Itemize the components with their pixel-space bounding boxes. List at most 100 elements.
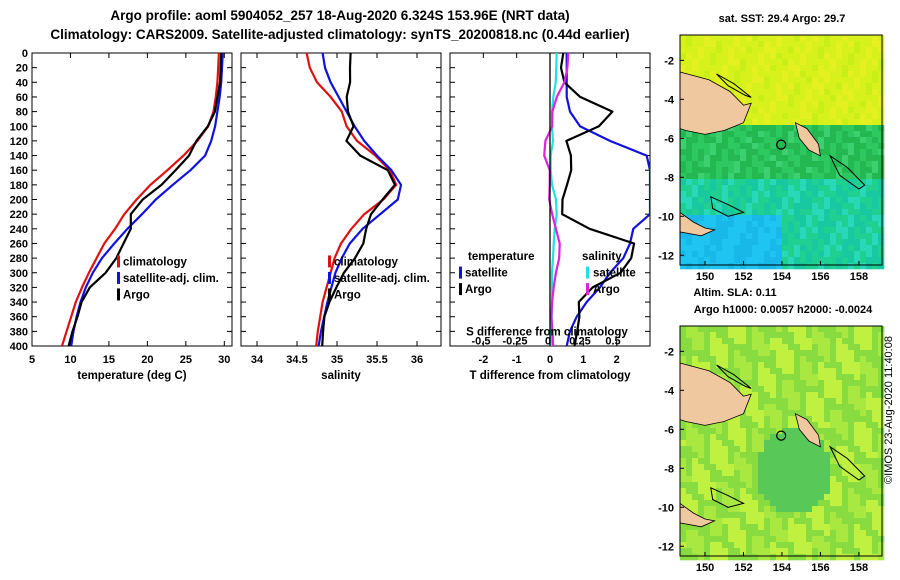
x-tick-label: -1 (512, 354, 522, 366)
series-s-argo (543, 53, 570, 346)
depth-tick-label: 200 (10, 195, 28, 207)
series-climatology (60, 53, 220, 346)
title-line-1: Argo profile: aoml 5904052_257 18-Aug-20… (110, 8, 569, 23)
depth-tick-label: 360 (10, 312, 28, 324)
legend-label: Argo (123, 289, 150, 301)
map-frame (679, 34, 883, 266)
lat-tick-label: -12 (658, 250, 674, 262)
x-axis-label: salinity (321, 370, 361, 382)
depth-tick-label: 60 (16, 92, 28, 104)
depth-tick-label: 100 (10, 121, 28, 133)
sla-map-title-1: Altim. SLA: 0.11 (693, 287, 776, 299)
legend-label: climatology (123, 256, 188, 268)
depth-tick-label: 340 (10, 297, 28, 309)
legend-swatch (459, 266, 462, 279)
depth-tick-label: 380 (10, 326, 28, 338)
x-tick-label: 10 (64, 354, 76, 366)
depth-tick-label: 40 (16, 77, 28, 89)
x-tick-label: 15 (103, 354, 115, 366)
plot-frame (31, 52, 233, 347)
argo-float-marker (776, 139, 787, 150)
title-line-2: Climatology: CARS2009. Satellite-adjuste… (50, 27, 629, 42)
lat-tick-label: -4 (664, 94, 675, 106)
depth-tick-label: 400 (10, 341, 28, 353)
legend-label: satellite-adj. clim. (123, 273, 219, 285)
sla-map-title-2: Argo h1000: 0.0057 h2000: -0.0024 (694, 304, 873, 316)
legend-swatch (586, 266, 589, 279)
x-tick-label: 34.5 (286, 354, 307, 366)
s-tick-label: 0.5 (605, 336, 620, 348)
series-argo (67, 53, 223, 346)
x-tick-label: 36 (411, 354, 423, 366)
lat-tick-label: -2 (664, 55, 674, 67)
depth-tick-label: 320 (10, 282, 28, 294)
s-tick-label: 0 (545, 336, 551, 348)
x-tick-label: 34 (251, 354, 264, 366)
depth-tick-label: 20 (16, 63, 28, 75)
legend-label: Argo (465, 284, 492, 296)
x-tick-label: 35 (331, 354, 343, 366)
map-field (680, 35, 885, 270)
legend-label: Argo (334, 289, 361, 301)
lon-tick-label: 152 (734, 271, 752, 283)
legend-swatch (117, 255, 120, 268)
depth-tick-label: 120 (10, 136, 28, 148)
lon-tick-label: 152 (734, 562, 752, 574)
x-axis-label: temperature (deg C) (77, 370, 186, 382)
lat-tick-label: -12 (658, 541, 674, 553)
s-tick-label: -0.5 (472, 336, 491, 348)
legend-label: Argo (593, 284, 620, 296)
salinity-panel: 34 34.5 35 35.5 36 salinity climatology satelli… (240, 52, 442, 382)
sla-map: 150 152 154 156 158 -2 -4 -6 -8 -10 -12 (658, 325, 885, 574)
lon-tick-label: 154 (773, 271, 792, 283)
legend-label: satellite-adj. clim. (334, 273, 430, 285)
s-tick-label: 0.25 (569, 336, 590, 348)
sst-map: 150 152 154 156 158 -2 -4 -6 -8 -10 -12 (658, 34, 885, 283)
depth-tick-label: 80 (16, 107, 28, 119)
lat-tick-label: -6 (664, 424, 674, 436)
land-mass (679, 362, 866, 528)
land-mass (679, 71, 866, 237)
x-tick-label: 0 (547, 354, 553, 366)
x-tick-label: 20 (141, 354, 153, 366)
depth-tick-label: 0 (22, 48, 28, 60)
lon-tick-label: 150 (696, 271, 714, 283)
argo-float-marker (776, 430, 787, 441)
legend-label: climatology (334, 256, 399, 268)
sst-map-title: sat. SST: 29.4 Argo: 29.7 (719, 13, 846, 25)
depth-tick-label: 160 (10, 165, 28, 177)
x-tick-label: 35.5 (366, 354, 387, 366)
depth-tick-label: 260 (10, 238, 28, 250)
legend-swatch (459, 283, 462, 296)
series-t-satellite (565, 53, 650, 346)
legend-label: salinity (582, 251, 622, 263)
x-tick-label: 5 (29, 354, 35, 366)
depth-tick-label: 280 (10, 253, 28, 265)
depth-tick-label: 140 (10, 151, 28, 163)
series-satellite-adj-clim- (70, 53, 224, 346)
difference-panel: -2 -1 0 1 2 T difference from climatology S di… (449, 52, 651, 382)
lon-tick-label: 150 (696, 562, 714, 574)
lat-tick-label: -10 (658, 502, 674, 514)
x-axis-label: T difference from climatology (469, 370, 631, 382)
lon-tick-label: 156 (811, 271, 829, 283)
lat-tick-label: -6 (664, 133, 674, 145)
imos-watermark: ©IMOS 23-Aug-2020 11:40:08 (883, 336, 895, 484)
temperature-panel: 0 20 40 60 80 100 120 140 160 180 200 220 240 260 280 3… (10, 48, 233, 382)
x-tick-label: 25 (180, 354, 192, 366)
lon-tick-label: 158 (850, 271, 868, 283)
depth-tick-labels: 0 20 40 60 80 100 120 140 160 180 200 220 240 260 280 3… (10, 48, 28, 353)
lat-tick-label: -10 (658, 211, 674, 223)
salinity-legend: climatology satellite-adj. clim. Argo (328, 255, 430, 301)
map-field (680, 326, 885, 561)
x-tick-label: 30 (218, 354, 230, 366)
legend-swatch (328, 288, 331, 301)
series-t-argo (559, 53, 636, 346)
depth-tick-label: 220 (10, 209, 28, 221)
legend-swatch (328, 271, 331, 284)
x-tick-label: 2 (614, 354, 620, 366)
lat-tick-label: -4 (664, 385, 675, 397)
lon-tick-label: 156 (811, 562, 829, 574)
legend-swatch (117, 271, 120, 284)
